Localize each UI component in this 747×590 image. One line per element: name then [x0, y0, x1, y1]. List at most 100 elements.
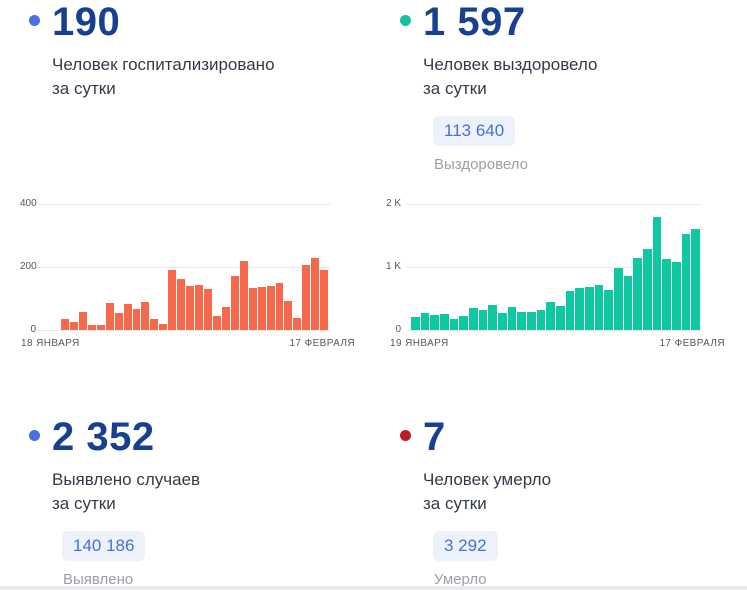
deaths-label-line1: Человек умерло	[423, 470, 552, 489]
chart-bar[interactable]	[96, 324, 105, 330]
x-axis-label-start: 18 ЯНВАРЯ	[21, 338, 80, 349]
chart-bar[interactable]	[594, 285, 604, 330]
chart-bar[interactable]	[204, 289, 212, 330]
y-axis-tick: 0	[395, 324, 401, 335]
chart-bar[interactable]	[293, 318, 302, 330]
chart-bar[interactable]	[585, 286, 594, 330]
chart-bar[interactable]	[123, 303, 132, 330]
gridline	[407, 204, 700, 205]
recovered-total-badge: 113 640	[433, 116, 516, 146]
hospitalized-label-line2: за сутки	[52, 78, 116, 98]
chart-bar[interactable]	[478, 310, 488, 330]
x-axis-label-end: 17 ФЕВРАЛЯ	[289, 338, 355, 349]
card-deaths: 7 Человек умерло за сутки 3 292 Умерло	[400, 415, 551, 588]
gridline	[37, 267, 330, 268]
chart-bar[interactable]	[257, 287, 266, 330]
recovered-dot-icon	[400, 15, 411, 26]
confirmed-total-badge: 140 186	[62, 531, 146, 561]
recovered-value: 1 597	[423, 0, 526, 44]
chart-bar[interactable]	[195, 284, 203, 330]
gridline	[407, 330, 700, 331]
chart-bar[interactable]	[114, 312, 123, 330]
x-axis-label-end: 17 ФЕВРАЛЯ	[659, 338, 725, 349]
next-section-edge	[0, 586, 747, 590]
confirmed-label-line1: Выявлено случаев	[52, 470, 201, 489]
chart-bar[interactable]	[488, 305, 498, 330]
hospitalized-bars	[61, 204, 329, 330]
chart-bar[interactable]	[420, 313, 430, 330]
chart-bar[interactable]	[320, 270, 329, 330]
chart-bar[interactable]	[69, 321, 78, 330]
chart-bar[interactable]	[652, 217, 662, 330]
chart-bar[interactable]	[691, 229, 701, 330]
chart-bar[interactable]	[681, 233, 691, 330]
chart-bar[interactable]	[248, 288, 257, 330]
chart-bar[interactable]	[546, 302, 556, 330]
chart-bar[interactable]	[536, 310, 546, 330]
hospitalized-label-line1: Человек госпитализировано	[52, 55, 275, 74]
y-axis-tick: 0	[30, 324, 36, 335]
chart-bar[interactable]	[604, 290, 614, 330]
y-axis-tick: 1 K	[385, 261, 401, 272]
confirmed-total-label: Выявлено	[63, 571, 134, 588]
chart-bar[interactable]	[672, 262, 681, 330]
chart-bar[interactable]	[517, 312, 527, 330]
chart-bar[interactable]	[168, 269, 177, 330]
chart-bar[interactable]	[105, 303, 114, 330]
deaths-total-badge: 3 292	[433, 531, 498, 561]
chart-bar[interactable]	[212, 316, 221, 330]
chart-bar[interactable]	[275, 283, 284, 330]
chart-bar[interactable]	[132, 308, 141, 330]
recovered-label-line1: Человек выздоровело	[423, 55, 598, 74]
hospitalized-dot-icon	[29, 15, 40, 26]
y-axis-tick: 2 K	[385, 198, 401, 209]
recovered-label-line2: за сутки	[423, 78, 487, 98]
chart-bar[interactable]	[411, 317, 420, 330]
hospitalized-plot-area	[37, 204, 330, 331]
recovered-chart: 2 K 1 K 0 19 ЯНВАРЯ 17 ФЕВРАЛЯ	[385, 198, 730, 356]
hospitalized-chart: 400 200 0 18 ЯНВАРЯ 17 ФЕВРАЛЯ	[20, 198, 356, 356]
chart-bar[interactable]	[556, 306, 565, 330]
chart-bar[interactable]	[498, 313, 507, 330]
recovered-bars	[411, 204, 701, 330]
confirmed-dot-icon	[29, 430, 40, 441]
card-hospitalized: 190 Человек госпитализировано за сутки	[29, 0, 275, 100]
chart-bar[interactable]	[662, 259, 672, 330]
chart-bar[interactable]	[527, 311, 536, 330]
chart-bar[interactable]	[87, 324, 96, 330]
chart-bar[interactable]	[302, 264, 311, 330]
recovered-plot-area	[407, 204, 701, 331]
chart-bar[interactable]	[186, 285, 195, 330]
chart-bar[interactable]	[141, 302, 150, 330]
chart-bar[interactable]	[469, 308, 478, 330]
chart-bar[interactable]	[266, 285, 275, 330]
chart-bar[interactable]	[623, 275, 633, 330]
chart-bar[interactable]	[150, 318, 159, 330]
chart-bar[interactable]	[643, 248, 652, 330]
chart-bar[interactable]	[449, 319, 459, 330]
chart-bar[interactable]	[614, 267, 623, 330]
chart-bar[interactable]	[61, 318, 69, 330]
deaths-dot-icon	[400, 430, 411, 441]
chart-bar[interactable]	[575, 288, 585, 330]
chart-bar[interactable]	[507, 307, 517, 330]
chart-bar[interactable]	[633, 257, 643, 330]
chart-bar[interactable]	[78, 312, 87, 330]
y-axis-tick: 200	[20, 261, 37, 272]
chart-bar[interactable]	[284, 301, 293, 330]
card-confirmed: 2 352 Выявлено случаев за сутки 140 186 …	[29, 415, 200, 588]
chart-bar[interactable]	[440, 314, 449, 330]
deaths-label-line2: за сутки	[423, 493, 487, 513]
chart-bar[interactable]	[239, 261, 248, 330]
chart-bar[interactable]	[230, 275, 239, 330]
chart-bar[interactable]	[311, 258, 320, 330]
chart-bar[interactable]	[459, 315, 469, 330]
chart-bar[interactable]	[430, 315, 440, 330]
chart-bar[interactable]	[565, 290, 575, 330]
deaths-value: 7	[423, 415, 446, 459]
chart-bar[interactable]	[221, 307, 230, 330]
x-axis-label-start: 19 ЯНВАРЯ	[390, 338, 449, 349]
chart-bar[interactable]	[159, 323, 168, 330]
chart-bar[interactable]	[177, 278, 186, 330]
